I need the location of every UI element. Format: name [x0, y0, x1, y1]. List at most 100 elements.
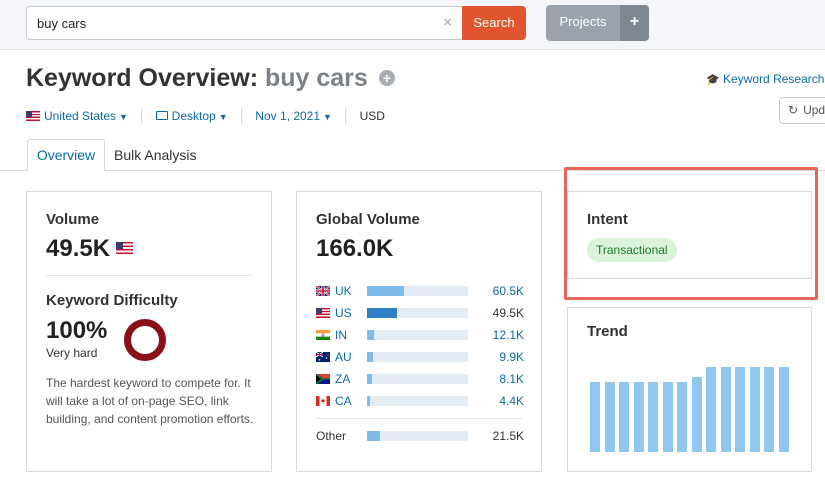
trend-chart: [590, 367, 793, 452]
trend-bar: [778, 367, 789, 452]
tab-bulk-analysis[interactable]: Bulk Analysis: [114, 147, 197, 163]
trend-bar: [590, 382, 600, 452]
country-row-in[interactable]: IN 12.1K: [316, 328, 524, 342]
country-code: IN: [335, 328, 347, 342]
graduation-cap-icon: 🎓: [706, 74, 720, 86]
refresh-icon: ↻: [788, 103, 799, 117]
country-bar-fill: [367, 431, 381, 441]
country-bar: [367, 374, 468, 384]
divider: [345, 108, 347, 124]
country-row-other: Other 21.5K: [316, 429, 524, 443]
trend-bar: [648, 382, 658, 452]
country-volume: 12.1K: [492, 328, 524, 342]
chevron-down-icon: ▼: [119, 112, 128, 122]
country-volume: 49.5K: [492, 306, 524, 320]
country-code: US: [335, 306, 352, 320]
keyword-research-label: Keyword Research: [723, 72, 825, 86]
divider: [46, 275, 252, 276]
trend-bar: [735, 367, 745, 452]
country-bar: [367, 286, 468, 296]
tabs-divider: [0, 170, 825, 171]
us-flag-icon: [316, 308, 330, 318]
trend-bar: [749, 367, 760, 452]
kd-level-label: Very hard: [46, 346, 98, 360]
country-volume: 9.9K: [499, 350, 524, 364]
country-row-uk[interactable]: UK 60.5K: [316, 284, 524, 298]
trend-bar: [677, 382, 687, 452]
canada-flag-icon: [316, 396, 330, 406]
add-keyword-icon[interactable]: +: [378, 70, 395, 86]
country-bar: [367, 352, 468, 362]
filters-bar: United States ▼ Desktop ▼ Nov 1, 2021 ▼ USD: [26, 108, 385, 126]
trend-bar: [764, 367, 774, 452]
country-bar: [367, 308, 468, 318]
country-code: CA: [335, 394, 352, 408]
currency-label: USD: [359, 109, 385, 123]
other-label: Other: [316, 429, 347, 443]
country-code: UK: [335, 284, 352, 298]
tab-overview[interactable]: Overview: [27, 139, 105, 171]
country-code: AU: [335, 350, 352, 364]
country-row-us[interactable]: US 49.5K: [316, 306, 524, 320]
country-bar-fill: [367, 308, 398, 318]
country-bar-fill: [367, 286, 405, 296]
update-button[interactable]: ↻ Upd: [779, 97, 825, 124]
global-volume-title: Global Volume: [316, 211, 420, 228]
trend-title: Trend: [587, 323, 628, 340]
add-project-icon[interactable]: +: [620, 5, 649, 41]
divider: [141, 108, 143, 124]
country-bar-fill: [367, 352, 374, 362]
chevron-down-icon: ▼: [323, 112, 332, 122]
trend-bar: [691, 377, 702, 452]
trend-bar: [604, 382, 615, 452]
intent-highlight-box: [564, 167, 818, 300]
country-bar-fill: [367, 374, 373, 384]
volume-value: 49.5K: [46, 235, 134, 263]
keyword-research-link[interactable]: 🎓 Keyword Research: [706, 72, 824, 86]
page-title: Keyword Overview: buy cars +: [26, 64, 395, 93]
intent-card: Intent Transactional: [567, 191, 812, 279]
kd-value: 100%: [46, 317, 108, 344]
country-row-au[interactable]: AU 9.9K: [316, 350, 524, 364]
country-volume: 8.1K: [499, 372, 524, 386]
country-select[interactable]: United States ▼: [26, 109, 128, 123]
divider: [240, 108, 242, 124]
country-bar-fill: [367, 330, 375, 340]
country-row-za[interactable]: ZA 8.1K: [316, 372, 524, 386]
country-code: ZA: [335, 372, 351, 386]
page-title-text: Keyword Overview:: [26, 64, 259, 92]
country-bar: [367, 396, 468, 406]
us-flag-icon: [26, 111, 40, 121]
device-select[interactable]: Desktop ▼: [155, 109, 228, 123]
page-title-keyword: buy cars: [264, 64, 368, 92]
country-row-ca[interactable]: CA 4.4K: [316, 394, 524, 408]
search-input[interactable]: [37, 7, 437, 39]
global-volume-value: 166.0K: [316, 235, 394, 262]
desktop-icon: [155, 111, 168, 120]
date-select[interactable]: Nov 1, 2021 ▼: [255, 109, 332, 123]
country-bar-fill: [367, 396, 371, 406]
intent-badge: Transactional: [587, 238, 677, 262]
trend-bar: [706, 367, 716, 452]
clear-icon[interactable]: ×: [443, 14, 452, 31]
country-volume: 4.4K: [499, 394, 524, 408]
trend-bar: [619, 382, 629, 452]
country-bar: [367, 431, 468, 441]
kd-donut-chart: [124, 319, 166, 361]
trend-bar: [720, 367, 731, 452]
trend-card: Trend: [567, 307, 812, 472]
divider: [316, 418, 522, 419]
australia-flag-icon: [316, 352, 330, 362]
south-africa-flag-icon: [316, 374, 330, 384]
country-bar: [367, 330, 468, 340]
chevron-down-icon: ▼: [218, 112, 228, 122]
intent-title: Intent: [587, 211, 628, 228]
other-volume: 21.5K: [492, 429, 524, 443]
volume-card: Volume 49.5K Keyword Difficulty 100% Ver…: [26, 191, 272, 472]
kd-description: The hardest keyword to compete for. It w…: [46, 376, 254, 426]
projects-button[interactable]: Projects: [546, 5, 620, 41]
update-label: Upd: [803, 103, 825, 117]
search-button[interactable]: Search: [462, 6, 526, 40]
uk-flag-icon: [316, 286, 330, 296]
trend-bar: [633, 382, 644, 452]
